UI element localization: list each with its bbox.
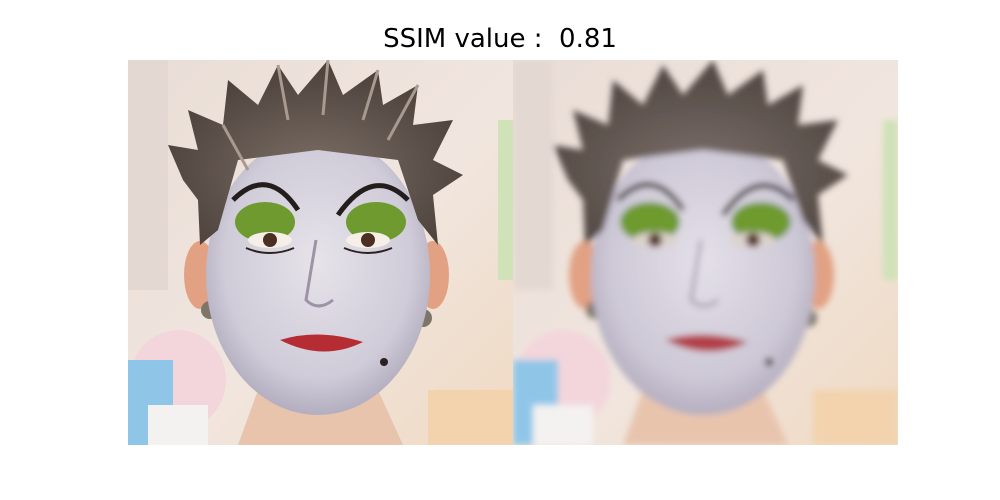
face-photo-icon [128,60,513,445]
figure-title: SSIM value : 0.81 [383,24,617,54]
face-photo-blurred-icon [513,60,898,445]
original-image [128,60,513,445]
degraded-image [513,60,898,445]
